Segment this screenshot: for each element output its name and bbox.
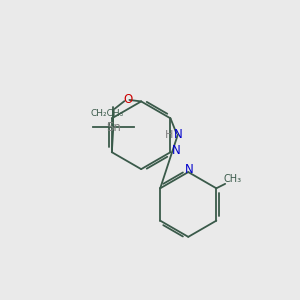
Text: Sn: Sn bbox=[106, 121, 121, 134]
Text: O: O bbox=[123, 93, 133, 106]
Text: CH₂CH₃: CH₂CH₃ bbox=[91, 109, 124, 118]
Text: N: N bbox=[173, 128, 182, 141]
Text: CH₃: CH₃ bbox=[224, 174, 242, 184]
Text: N: N bbox=[171, 144, 180, 157]
Text: H: H bbox=[165, 130, 173, 140]
Text: N: N bbox=[185, 163, 194, 176]
